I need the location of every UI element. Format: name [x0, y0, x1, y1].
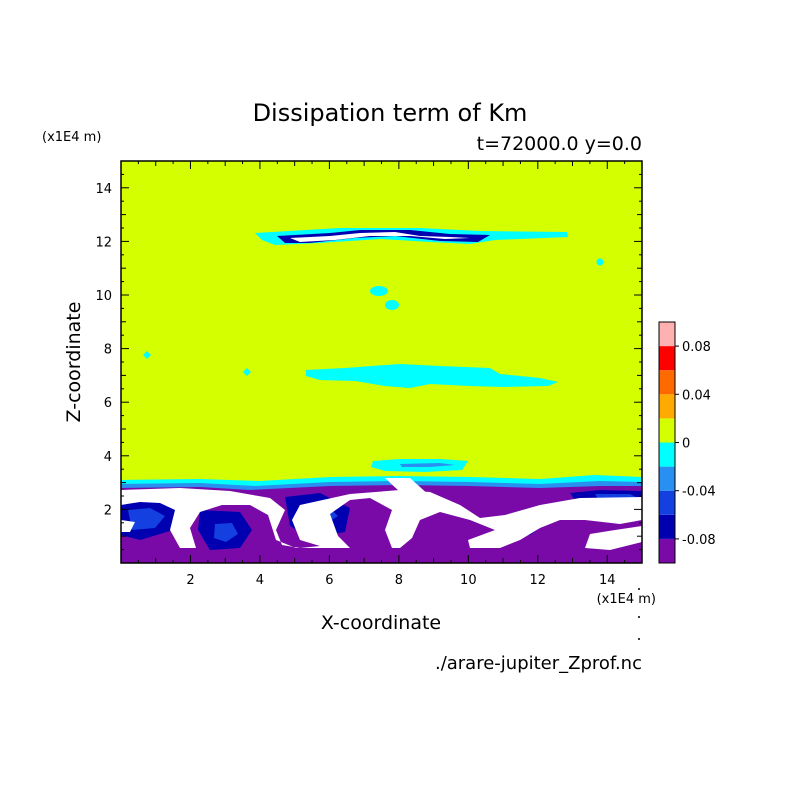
colorbar-swatch	[659, 538, 675, 563]
marker-dot	[638, 638, 640, 640]
colorbar-tick-label: 0.04	[682, 388, 711, 403]
y-tick-label: 6	[104, 396, 112, 411]
chart-title: Dissipation term of Km	[253, 99, 528, 127]
y-tick-label: 10	[95, 289, 112, 304]
colorbar-swatch	[659, 370, 675, 395]
colorbar-tick-label: 0	[682, 437, 690, 452]
x-tick-label: 2	[186, 573, 194, 588]
colorbar-swatch	[659, 394, 675, 419]
plot-area	[120, 160, 643, 564]
y-tick-label: 4	[104, 450, 112, 465]
x-tick-label: 4	[256, 573, 264, 588]
colorbar-swatch	[659, 346, 675, 371]
y-tick-label: 12	[95, 235, 112, 250]
x-unit-label: (x1E4 m)	[597, 592, 656, 607]
colorbar-swatch	[659, 418, 675, 443]
marker-dot	[638, 616, 640, 618]
y-tick-label: 8	[104, 343, 112, 358]
y-tick-label: 2	[104, 503, 112, 518]
y-tick-label: 14	[95, 182, 112, 197]
y-unit-label: (x1E4 m)	[42, 130, 101, 145]
colorbar-tick-label: -0.08	[682, 533, 716, 548]
contour-patches-z10	[370, 286, 399, 310]
x-tick-label: 12	[530, 573, 547, 588]
y-axis: 2 4 6 8 10 12 14	[95, 160, 642, 564]
x-axis: 2 4 6 8 10 12 14	[120, 161, 643, 588]
colorbar: -0.08 -0.04 0 0.04 0.08	[658, 321, 716, 564]
contour-lower-layer	[121, 475, 642, 563]
x-axis-label: X-coordinate	[321, 612, 441, 634]
colorbar-swatch	[659, 322, 675, 347]
y-axis-label: Z-coordinate	[63, 302, 85, 423]
source-file-label: ./arare-jupiter_Zprof.nc	[435, 653, 642, 674]
contour-band-z7	[306, 364, 558, 388]
contour-dot-left	[143, 351, 151, 359]
colorbar-swatch	[659, 466, 675, 491]
contour-band-z12	[255, 228, 604, 266]
x-tick-label: 14	[599, 573, 616, 588]
contour-dot-mid	[243, 368, 251, 376]
chart-subtitle: t=72000.0 y=0.0	[477, 133, 642, 155]
colorbar-swatch	[659, 442, 675, 467]
colorbar-tick-label: -0.04	[682, 485, 716, 500]
marker-dot	[638, 588, 640, 590]
x-tick-label: 6	[325, 573, 333, 588]
x-tick-label: 8	[395, 573, 403, 588]
x-tick-label: 10	[460, 573, 477, 588]
colorbar-swatch	[659, 490, 675, 515]
colorbar-tick-label: 0.08	[682, 340, 711, 355]
colorbar-swatch	[659, 514, 675, 539]
contour-band-z4	[371, 459, 468, 472]
